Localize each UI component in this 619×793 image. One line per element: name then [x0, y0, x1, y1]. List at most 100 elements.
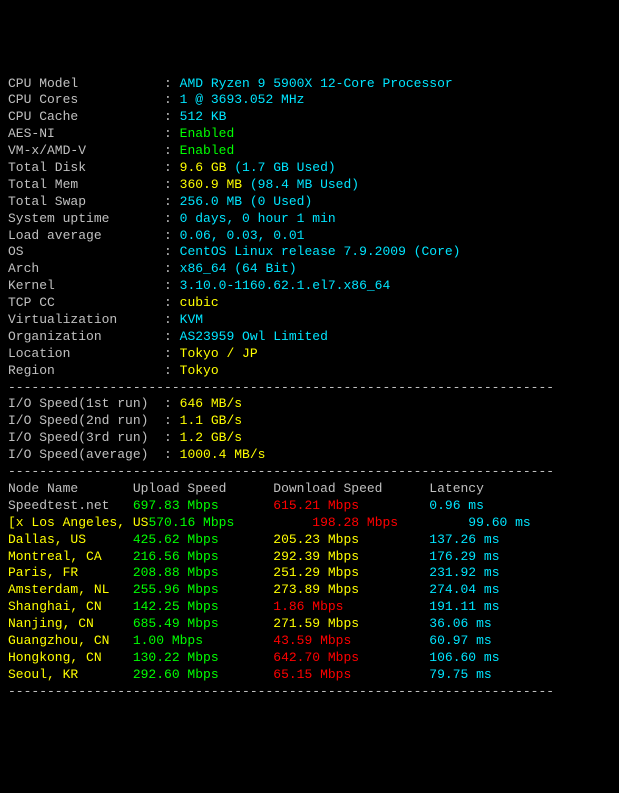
latency: 137.26 ms: [429, 532, 499, 549]
info-row: CPU Cache : 512 KB: [8, 109, 611, 126]
upload-speed: 255.96 Mbps: [133, 582, 273, 599]
speed-row: Seoul, KR 292.60 Mbps 65.15 Mbps 79.75 m…: [8, 667, 611, 684]
node-name: Dallas, US: [8, 532, 133, 549]
field-value: 1.2 GB/s: [180, 430, 242, 447]
download-speed: 292.39 Mbps: [273, 549, 429, 566]
info-row: Location : Tokyo / JP: [8, 346, 611, 363]
field-label: CPU Cache: [8, 109, 164, 126]
colon: :: [164, 447, 180, 464]
col-node: Node Name: [8, 481, 133, 498]
colon: :: [164, 126, 180, 143]
field-value: Enabled: [180, 143, 235, 160]
speed-row: Hongkong, CN 130.22 Mbps 642.70 Mbps 106…: [8, 650, 611, 667]
upload-speed: 292.60 Mbps: [133, 667, 273, 684]
field-label: I/O Speed(2nd run): [8, 413, 164, 430]
colon: :: [164, 312, 180, 329]
field-label: Location: [8, 346, 164, 363]
speed-row: Montreal, CA 216.56 Mbps 292.39 Mbps 176…: [8, 549, 611, 566]
download-speed: 273.89 Mbps: [273, 582, 429, 599]
node-name: Guangzhou, CN: [8, 633, 133, 650]
info-row: Region : Tokyo: [8, 363, 611, 380]
latency: 106.60 ms: [429, 650, 499, 667]
field-label: VM-x/AMD-V: [8, 143, 164, 160]
speed-row: Shanghai, CN 142.25 Mbps 1.86 Mbps 191.1…: [8, 599, 611, 616]
field-value: Tokyo / JP: [180, 346, 258, 363]
col-lat: Latency: [429, 481, 484, 498]
colon: :: [164, 430, 180, 447]
speed-row: Nanjing, CN 685.49 Mbps 271.59 Mbps 36.0…: [8, 616, 611, 633]
info-row: Virtualization : KVM: [8, 312, 611, 329]
info-row: Organization : AS23959 Owl Limited: [8, 329, 611, 346]
field-label: System uptime: [8, 211, 164, 228]
field-value: 0 days, 0 hour 1 min: [180, 211, 336, 228]
info-row: OS : CentOS Linux release 7.9.2009 (Core…: [8, 244, 611, 261]
colon: :: [164, 244, 180, 261]
field-label: Total Mem: [8, 177, 164, 194]
divider: ----------------------------------------…: [8, 684, 611, 701]
divider: ----------------------------------------…: [8, 380, 611, 397]
field-label: Load average: [8, 228, 164, 245]
field-label: OS: [8, 244, 164, 261]
info-row: I/O Speed(3rd run) : 1.2 GB/s: [8, 430, 611, 447]
colon: :: [164, 261, 180, 278]
field-value-extra: (0 Used): [250, 194, 312, 211]
latency: 99.60 ms: [445, 515, 531, 532]
colon: :: [164, 143, 180, 160]
field-value: AMD Ryzen 9 5900X 12-Core Processor: [180, 76, 453, 93]
field-value: 1000.4 MB/s: [180, 447, 266, 464]
download-speed: 198.28 Mbps: [289, 515, 445, 532]
info-row: CPU Model : AMD Ryzen 9 5900X 12-Core Pr…: [8, 76, 611, 93]
latency: 176.29 ms: [429, 549, 499, 566]
latency: 0.96 ms: [429, 498, 484, 515]
field-value: 0.06, 0.03, 0.01: [180, 228, 305, 245]
colon: :: [164, 228, 180, 245]
latency: 231.92 ms: [429, 565, 499, 582]
upload-speed: 685.49 Mbps: [133, 616, 273, 633]
field-value: 512 KB: [180, 109, 227, 126]
field-value: Enabled: [180, 126, 235, 143]
upload-speed: 425.62 Mbps: [133, 532, 273, 549]
field-value: CentOS Linux release 7.9.2009 (Core): [180, 244, 461, 261]
field-value: AS23959 Owl Limited: [180, 329, 328, 346]
info-row: I/O Speed(1st run) : 646 MB/s: [8, 396, 611, 413]
info-row: Total Mem : 360.9 MB (98.4 MB Used): [8, 177, 611, 194]
info-row: Total Swap : 256.0 MB (0 Used): [8, 194, 611, 211]
field-label: Virtualization: [8, 312, 164, 329]
upload-speed: 697.83 Mbps: [133, 498, 273, 515]
info-row: VM-x/AMD-V : Enabled: [8, 143, 611, 160]
field-value: 360.9 MB: [180, 177, 250, 194]
field-value: 1.1 GB/s: [180, 413, 242, 430]
field-label: I/O Speed(1st run): [8, 396, 164, 413]
upload-speed: 208.88 Mbps: [133, 565, 273, 582]
speed-row: Paris, FR 208.88 Mbps 251.29 Mbps 231.92…: [8, 565, 611, 582]
latency: 36.06 ms: [429, 616, 491, 633]
field-value: x86_64 (64 Bit): [180, 261, 297, 278]
info-row: System uptime : 0 days, 0 hour 1 min: [8, 211, 611, 228]
colon: :: [164, 211, 180, 228]
field-value: Tokyo: [180, 363, 219, 380]
col-up: Upload Speed: [133, 481, 273, 498]
field-value: 9.6 GB: [180, 160, 235, 177]
field-value: cubic: [180, 295, 219, 312]
info-row: Arch : x86_64 (64 Bit): [8, 261, 611, 278]
field-value: 646 MB/s: [180, 396, 242, 413]
node-name: Paris, FR: [8, 565, 133, 582]
download-speed: 65.15 Mbps: [273, 667, 429, 684]
field-value: 1 @ 3693.052 MHz: [180, 92, 305, 109]
colon: :: [164, 109, 180, 126]
upload-speed: 142.25 Mbps: [133, 599, 273, 616]
field-label: AES-NI: [8, 126, 164, 143]
info-row: I/O Speed(2nd run) : 1.1 GB/s: [8, 413, 611, 430]
colon: :: [164, 413, 180, 430]
colon: :: [164, 160, 180, 177]
colon: :: [164, 295, 180, 312]
divider: ----------------------------------------…: [8, 464, 611, 481]
speed-row: Speedtest.net 697.83 Mbps 615.21 Mbps 0.…: [8, 498, 611, 515]
upload-speed: 570.16 Mbps: [148, 515, 288, 532]
node-name: Nanjing, CN: [8, 616, 133, 633]
latency: 60.97 ms: [429, 633, 491, 650]
colon: :: [164, 363, 180, 380]
upload-speed: 1.00 Mbps: [133, 633, 273, 650]
colon: :: [164, 329, 180, 346]
info-row: Load average : 0.06, 0.03, 0.01: [8, 228, 611, 245]
